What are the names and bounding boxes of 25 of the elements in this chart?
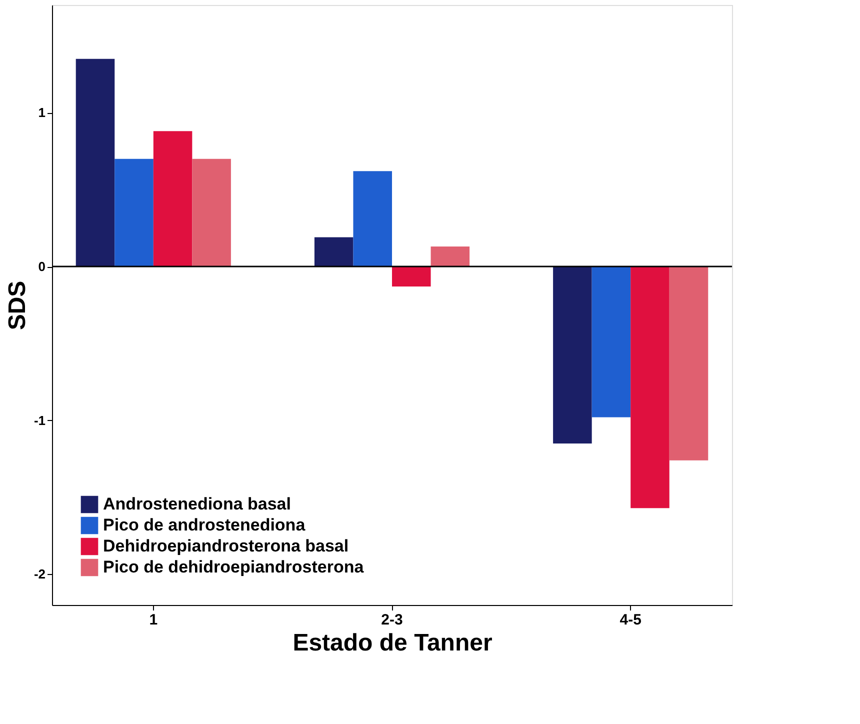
y-tick-label: 0 <box>38 259 46 274</box>
x-tick-label: 1 <box>149 612 158 628</box>
bar <box>630 266 670 508</box>
bar <box>114 158 154 267</box>
legend-label: Pico de androstenediona <box>103 516 306 534</box>
y-tick-label: -1 <box>34 412 46 428</box>
y-tick-label: -2 <box>34 566 46 582</box>
bar <box>430 246 470 267</box>
legend-label: Dehidroepiandrosterona basal <box>103 536 349 556</box>
bar <box>192 158 231 267</box>
y-axis-title: SDS <box>4 280 31 330</box>
bar <box>392 266 431 287</box>
bar <box>314 237 354 267</box>
bar <box>353 171 392 267</box>
bar <box>153 131 192 267</box>
x-tick-label: 2-3 <box>381 612 403 628</box>
bar <box>76 58 115 267</box>
x-tick-label: 4-5 <box>620 612 642 628</box>
bar <box>592 266 631 418</box>
legend-label: Pico de dehidroepiandrosterona <box>103 558 364 576</box>
y-tick-label: 1 <box>38 105 46 120</box>
legend-label: Androstenediona basal <box>103 494 291 514</box>
bar <box>553 266 592 444</box>
bar <box>669 266 708 460</box>
x-axis-title: Estado de Tanner <box>292 630 492 656</box>
